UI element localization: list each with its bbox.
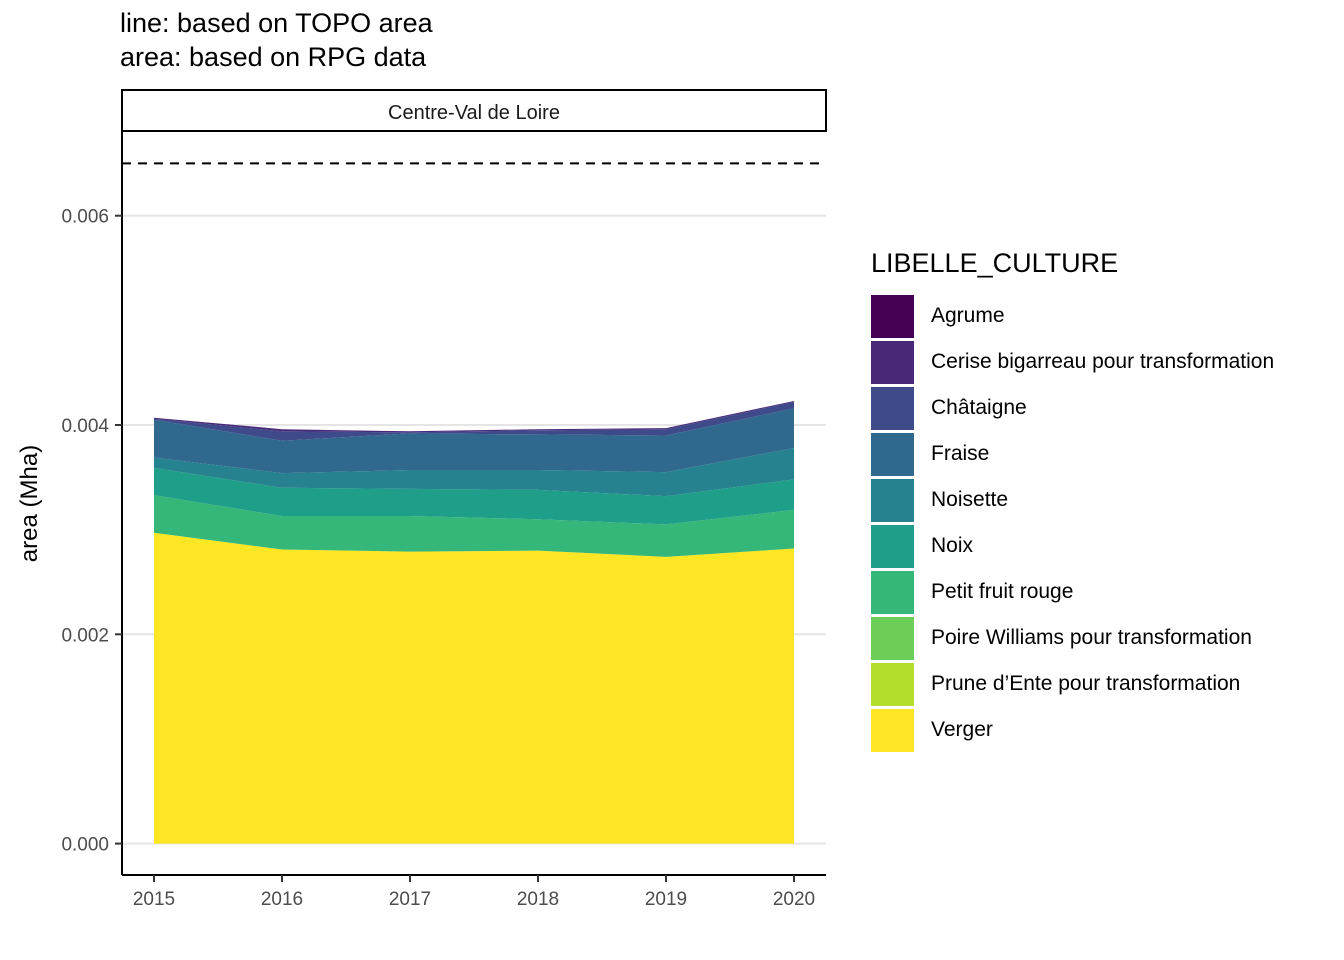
area-noisette: [154, 448, 794, 497]
legend-item: Cerise bigarreau pour transformation: [871, 339, 1274, 385]
legend-label: Prune d’Ente pour transformation: [931, 672, 1241, 695]
legend-item: Noisette: [871, 477, 1274, 523]
legend-swatch: [871, 294, 914, 338]
area-fraise: [154, 408, 794, 474]
area-noix: [154, 467, 794, 525]
legend-swatch: [871, 432, 914, 476]
chart-plot: 0.000 0.002 0.004 0.006 2015 2016 2017 2018 2019…: [16, 89, 827, 910]
legend-item: Prune d’Ente pour transformation: [871, 661, 1274, 707]
facet-strip: [121, 89, 827, 132]
legend-swatch: [871, 524, 914, 568]
area-petit-fruit-rouge: [154, 495, 794, 557]
legend-swatch: [871, 570, 914, 614]
legend-label: Châtaigne: [931, 396, 1027, 419]
legend-item: Fraise: [871, 431, 1274, 477]
legend-label: Fraise: [931, 442, 990, 465]
legend-label: Agrume: [931, 304, 1005, 327]
legend-swatch: [871, 478, 914, 522]
y-tick-label-0: 0.000: [61, 835, 109, 856]
x-tick-label-1: 2016: [261, 889, 303, 910]
x-tick-label-3: 2018: [517, 889, 559, 910]
x-tick-label-4: 2019: [645, 889, 687, 910]
x-tick-label-5: 2020: [773, 889, 815, 910]
legend-title: LIBELLE_CULTURE: [871, 248, 1119, 278]
chart-title-line-1: line: based on TOPO area: [120, 8, 433, 38]
legend: LIBELLE_CULTURE Agrume Cerise bigarreau p…: [871, 248, 1274, 753]
legend-item: Châtaigne: [871, 385, 1274, 431]
legend-swatch: [871, 662, 914, 706]
legend-label: Cerise bigarreau pour transformation: [931, 350, 1275, 373]
area-verger: [154, 532, 794, 844]
y-tick-label-1: 0.002: [61, 625, 109, 646]
legend-label: Noisette: [931, 488, 1009, 511]
legend-label: Verger: [931, 718, 993, 741]
legend-swatch: [871, 386, 914, 430]
area-cha-taigne: [154, 401, 794, 441]
legend-item: Petit fruit rouge: [871, 569, 1274, 615]
facet-strip-label: Centre-Val de Loire: [388, 102, 560, 124]
legend-swatch: [871, 708, 914, 752]
legend-item: Agrume: [871, 293, 1274, 339]
legend-label: Petit fruit rouge: [931, 580, 1074, 603]
legend-label: Poire Williams pour transformation: [931, 626, 1252, 649]
legend-label: Noix: [931, 534, 974, 557]
legend-item: Poire Williams pour transformation: [871, 615, 1274, 661]
legend-swatch: [871, 616, 914, 660]
legend-swatch: [871, 340, 914, 384]
x-tick-label-2: 2017: [389, 889, 431, 910]
legend-item: Verger: [871, 707, 1274, 753]
y-tick-label-2: 0.004: [61, 416, 109, 437]
chart-title-line-2: area: based on RPG data: [120, 42, 427, 72]
x-tick-label-0: 2015: [133, 889, 175, 910]
y-axis-title: area (Mha): [16, 445, 43, 562]
legend-item: Noix: [871, 523, 1274, 569]
y-tick-label-3: 0.006: [61, 207, 109, 228]
